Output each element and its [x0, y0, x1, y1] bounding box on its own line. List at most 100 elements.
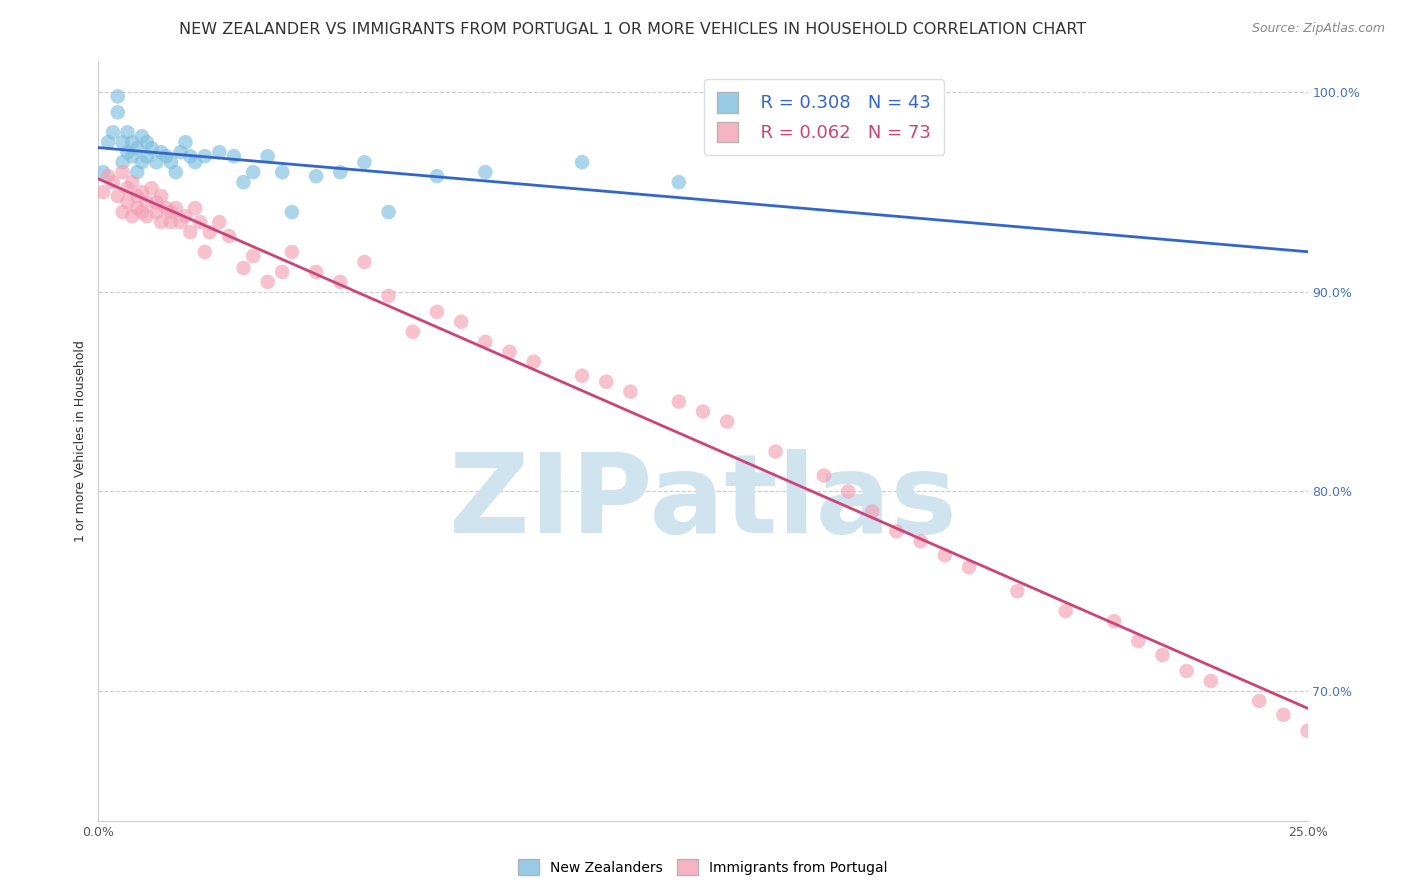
Point: [837, 484, 859, 499]
Point: [169, 145, 191, 160]
Point: [145, 155, 167, 169]
Point: [813, 468, 835, 483]
Point: [179, 225, 201, 239]
Point: [184, 201, 207, 215]
Point: [498, 344, 520, 359]
Point: [1272, 707, 1295, 722]
Point: [198, 225, 221, 239]
Point: [765, 444, 787, 458]
Point: [957, 560, 980, 574]
Point: [595, 375, 617, 389]
Point: [107, 89, 129, 103]
Point: [174, 209, 197, 223]
Point: [91, 185, 114, 199]
Point: [329, 275, 352, 289]
Y-axis label: 1 or more Vehicles in Household: 1 or more Vehicles in Household: [73, 341, 87, 542]
Point: [135, 195, 157, 210]
Point: [131, 155, 153, 169]
Point: [208, 145, 231, 160]
Point: [910, 534, 932, 549]
Point: [242, 165, 264, 179]
Point: [155, 149, 177, 163]
Point: [1054, 604, 1077, 618]
Point: [101, 175, 124, 189]
Point: [111, 155, 134, 169]
Point: [242, 249, 264, 263]
Point: [155, 201, 177, 215]
Point: [135, 209, 157, 223]
Point: [121, 175, 143, 189]
Point: [165, 165, 187, 179]
Point: [127, 141, 149, 155]
Point: [305, 265, 328, 279]
Point: [353, 255, 375, 269]
Text: Source: ZipAtlas.com: Source: ZipAtlas.com: [1251, 22, 1385, 36]
Point: [127, 165, 149, 179]
Point: [523, 355, 546, 369]
Point: [127, 189, 149, 203]
Point: [1199, 673, 1222, 688]
Point: [179, 149, 201, 163]
Point: [571, 155, 593, 169]
Point: [150, 215, 173, 229]
Point: [1175, 664, 1198, 678]
Point: [145, 205, 167, 219]
Point: [716, 415, 738, 429]
Point: [256, 275, 278, 289]
Text: ZIPatlas: ZIPatlas: [449, 449, 957, 556]
Point: [160, 215, 183, 229]
Point: [169, 215, 191, 229]
Point: [281, 244, 304, 259]
Point: [450, 315, 472, 329]
Point: [377, 205, 399, 219]
Point: [256, 149, 278, 163]
Point: [117, 125, 139, 139]
Point: [117, 181, 139, 195]
Point: [131, 185, 153, 199]
Point: [1007, 584, 1029, 599]
Point: [131, 205, 153, 219]
Point: [571, 368, 593, 383]
Point: [174, 135, 197, 149]
Point: [160, 205, 183, 219]
Point: [121, 209, 143, 223]
Point: [145, 195, 167, 210]
Point: [860, 504, 883, 518]
Point: [194, 149, 217, 163]
Point: [117, 145, 139, 160]
Point: [127, 201, 149, 215]
Point: [232, 260, 254, 275]
Point: [91, 165, 114, 179]
Point: [377, 289, 399, 303]
Point: [1296, 723, 1319, 738]
Point: [668, 175, 690, 189]
Point: [474, 165, 496, 179]
Point: [111, 165, 134, 179]
Point: [121, 135, 143, 149]
Point: [160, 155, 183, 169]
Point: [1128, 634, 1150, 648]
Legend: New Zealanders, Immigrants from Portugal: New Zealanders, Immigrants from Portugal: [513, 854, 893, 880]
Point: [141, 141, 163, 155]
Point: [474, 334, 496, 349]
Point: [271, 265, 294, 279]
Point: [107, 105, 129, 120]
Point: [886, 524, 908, 539]
Point: [692, 404, 714, 418]
Point: [117, 195, 139, 210]
Point: [141, 181, 163, 195]
Point: [1152, 648, 1174, 662]
Point: [619, 384, 641, 399]
Point: [353, 155, 375, 169]
Point: [1249, 694, 1271, 708]
Text: NEW ZEALANDER VS IMMIGRANTS FROM PORTUGAL 1 OR MORE VEHICLES IN HOUSEHOLD CORREL: NEW ZEALANDER VS IMMIGRANTS FROM PORTUGA…: [179, 22, 1087, 37]
Point: [135, 149, 157, 163]
Legend:   R = 0.308   N = 43,   R = 0.062   N = 73: R = 0.308 N = 43, R = 0.062 N = 73: [704, 79, 943, 155]
Point: [271, 165, 294, 179]
Point: [97, 169, 120, 184]
Point: [121, 149, 143, 163]
Point: [107, 189, 129, 203]
Point: [184, 155, 207, 169]
Point: [329, 165, 352, 179]
Point: [111, 205, 134, 219]
